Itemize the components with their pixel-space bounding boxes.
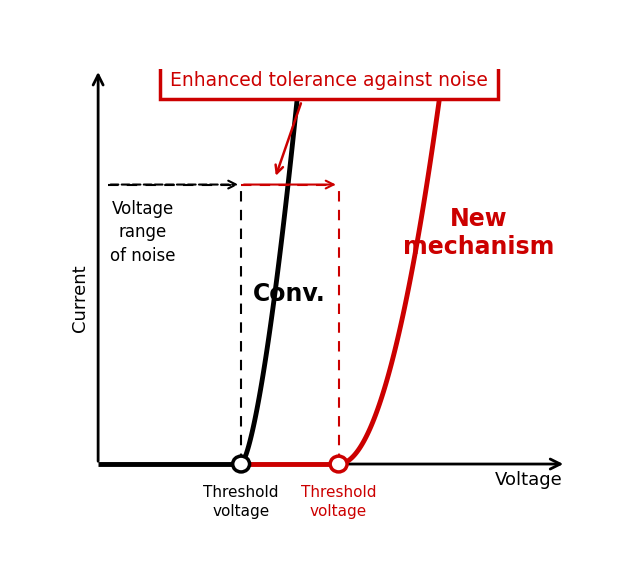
FancyBboxPatch shape (160, 62, 498, 100)
Text: Threshold
voltage: Threshold voltage (203, 486, 279, 519)
Text: Voltage
range
of noise: Voltage range of noise (110, 200, 175, 265)
Text: Enhanced tolerance against noise: Enhanced tolerance against noise (170, 71, 488, 90)
Text: Threshold
voltage: Threshold voltage (301, 486, 376, 519)
Circle shape (233, 456, 250, 472)
Text: Current: Current (71, 264, 89, 332)
Text: Voltage: Voltage (495, 471, 563, 490)
Circle shape (330, 456, 347, 472)
Text: New
mechanism: New mechanism (403, 207, 554, 259)
Text: Conv.: Conv. (253, 282, 326, 306)
